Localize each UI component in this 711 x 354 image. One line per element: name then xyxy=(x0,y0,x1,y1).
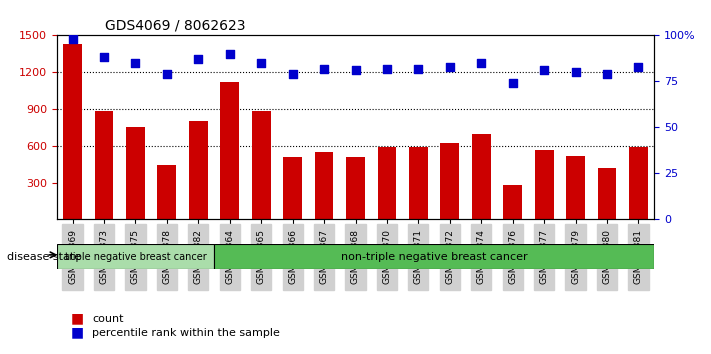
Point xyxy=(633,64,644,69)
Text: percentile rank within the sample: percentile rank within the sample xyxy=(92,328,280,338)
Point xyxy=(287,71,299,77)
Bar xyxy=(63,44,82,219)
Bar xyxy=(95,112,114,219)
Bar xyxy=(220,82,239,219)
Point xyxy=(538,68,550,73)
FancyBboxPatch shape xyxy=(214,244,654,269)
Text: non-triple negative breast cancer: non-triple negative breast cancer xyxy=(341,252,528,262)
Text: count: count xyxy=(92,314,124,324)
Bar xyxy=(440,143,459,219)
Point xyxy=(602,71,613,77)
Point xyxy=(444,64,456,69)
Point xyxy=(350,68,361,73)
Point xyxy=(570,69,581,75)
Point xyxy=(67,36,78,42)
Point xyxy=(507,80,518,86)
Point xyxy=(98,55,109,60)
Bar xyxy=(346,157,365,219)
Point xyxy=(161,71,173,77)
Text: disease state: disease state xyxy=(7,252,81,262)
Text: ■: ■ xyxy=(71,312,84,326)
Point xyxy=(255,60,267,66)
Point xyxy=(381,66,392,72)
Bar xyxy=(378,147,396,219)
Bar xyxy=(315,152,333,219)
Text: triple negative breast cancer: triple negative breast cancer xyxy=(65,252,206,262)
Bar xyxy=(535,149,554,219)
Bar xyxy=(472,133,491,219)
Text: GDS4069 / 8062623: GDS4069 / 8062623 xyxy=(105,19,245,33)
FancyBboxPatch shape xyxy=(57,244,214,269)
Point xyxy=(224,51,235,57)
Point xyxy=(476,60,487,66)
Bar xyxy=(189,121,208,219)
Bar xyxy=(252,112,271,219)
Bar xyxy=(629,147,648,219)
Point xyxy=(130,60,141,66)
Point xyxy=(193,57,204,62)
Bar xyxy=(597,168,616,219)
Point xyxy=(412,66,424,72)
Bar xyxy=(126,127,145,219)
Bar xyxy=(566,156,585,219)
Bar xyxy=(157,165,176,219)
Bar xyxy=(283,157,302,219)
Point xyxy=(319,66,330,72)
Bar xyxy=(409,147,428,219)
Text: ■: ■ xyxy=(71,326,84,340)
Bar xyxy=(503,185,522,219)
